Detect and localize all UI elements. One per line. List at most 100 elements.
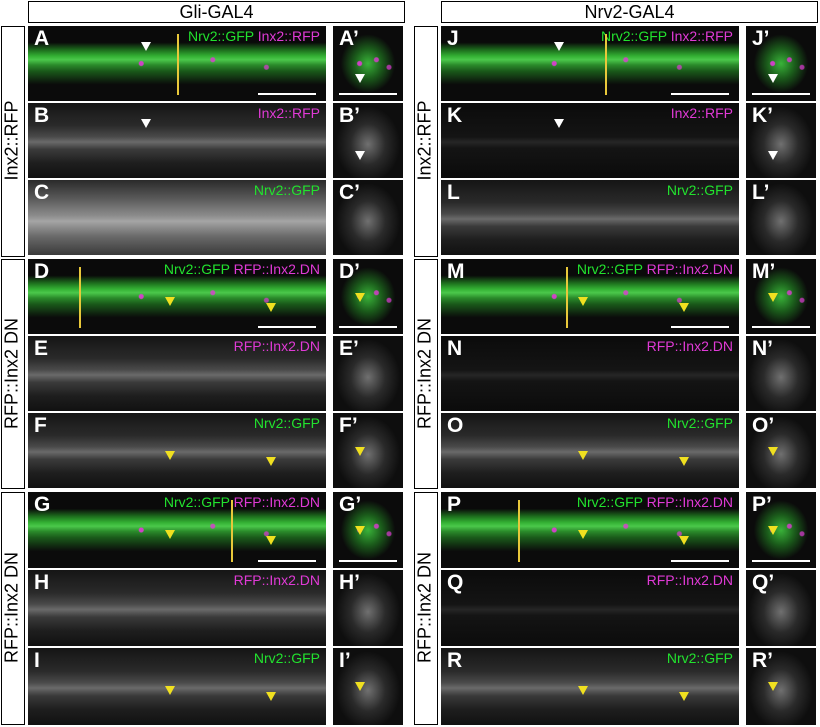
panel-letter: D’: [339, 260, 360, 283]
panel-d: D Nrv2::GFP RFP::Inx2.DN: [28, 259, 326, 334]
panel-letter: E: [34, 337, 49, 360]
magenta-puncta: [333, 492, 403, 568]
side-label-box: [1, 492, 25, 725]
channel-caption: RFP::Inx2.DN: [234, 572, 320, 588]
caption-magenta-channel: Inx2::RFP: [670, 28, 733, 44]
panel-h2: H’: [333, 570, 403, 646]
caption-green-channel: Nrv2::GFP: [187, 28, 254, 44]
panel-letter: G’: [339, 493, 362, 516]
section-position-line: [231, 500, 233, 562]
yellow-arrowhead-marker: [266, 457, 276, 466]
micrograph-image: [746, 570, 816, 646]
micrograph-image: [28, 103, 326, 178]
panel-a2: A’: [333, 26, 403, 101]
scale-bar: [671, 93, 729, 95]
micrograph-image: [441, 336, 739, 411]
row-label: RFP::Inx2 DN: [414, 551, 435, 664]
panel-k: K Inx2::RFP: [441, 103, 739, 178]
panel-b: B Inx2::RFP: [28, 103, 326, 178]
channel-caption: Nrv2::GFP Inx2::RFP: [601, 28, 733, 44]
caption-magenta-channel: RFP::Inx2.DN: [646, 572, 733, 588]
panel-letter: H’: [339, 571, 360, 594]
panel-j: J Nrv2::GFP Inx2::RFP: [441, 26, 739, 101]
panel-letter: K: [447, 104, 463, 127]
channel-caption: Inx2::RFP: [258, 105, 320, 121]
panel-a: A Nrv2::GFP Inx2::RFP: [28, 26, 326, 101]
panel-p2: P’: [746, 492, 816, 568]
panel-letter: F: [34, 414, 47, 437]
panel-m2: M’: [746, 259, 816, 334]
panel-letter: Q: [447, 571, 464, 594]
channel-caption: Nrv2::GFP: [254, 415, 320, 431]
panel-f2: F’: [333, 413, 403, 488]
panel-letter: R’: [752, 649, 773, 672]
caption-magenta-channel: Inx2::RFP: [257, 28, 320, 44]
panel-d2: D’: [333, 259, 403, 334]
micrograph-image: [441, 648, 739, 725]
caption-magenta-channel: RFP::Inx2.DN: [233, 261, 320, 277]
yellow-arrowhead-marker: [679, 303, 689, 312]
micrograph-image: [28, 413, 326, 488]
scale-bar: [339, 560, 397, 562]
scale-bar: [671, 326, 729, 328]
panel-i2: I’: [333, 648, 403, 725]
panel-letter: I’: [339, 649, 351, 672]
panel-c2: C’: [333, 180, 403, 255]
micrograph-image: [28, 336, 326, 411]
micrograph-image: [333, 570, 403, 646]
micrograph-image: [746, 336, 816, 411]
micrograph-image: [746, 103, 816, 178]
channel-caption: Nrv2::GFP: [667, 415, 733, 431]
caption-green-channel: Nrv2::GFP: [600, 28, 667, 44]
panel-c: C Nrv2::GFP: [28, 180, 326, 255]
yellow-arrowhead-marker: [679, 536, 689, 545]
section-position-line: [79, 267, 81, 328]
micrograph-image: [28, 648, 326, 725]
panel-b2: B’: [333, 103, 403, 178]
yellow-arrowhead-marker: [768, 526, 778, 535]
panel-q2: Q’: [746, 570, 816, 646]
micrograph-image: [28, 570, 326, 646]
panel-f: F Nrv2::GFP: [28, 413, 326, 488]
caption-green-channel: Nrv2::GFP: [253, 415, 320, 431]
panel-letter: C’: [339, 181, 360, 204]
scale-bar: [258, 326, 316, 328]
magenta-puncta: [28, 492, 326, 568]
yellow-arrowhead-marker: [165, 530, 175, 539]
channel-caption: Nrv2::GFP RFP::Inx2.DN: [164, 494, 320, 510]
caption-green-channel: Nrv2::GFP: [253, 182, 320, 198]
panel-r: R Nrv2::GFP: [441, 648, 739, 725]
micrograph-image: [333, 336, 403, 411]
panel-e2: E’: [333, 336, 403, 411]
scale-bar: [339, 326, 397, 328]
magenta-puncta: [441, 492, 739, 568]
micrograph-image: [746, 413, 816, 488]
panel-letter: H: [34, 571, 50, 594]
scale-bar: [339, 93, 397, 95]
panel-o: O Nrv2::GFP: [441, 413, 739, 488]
section-position-line: [177, 34, 179, 95]
yellow-arrowhead-marker: [355, 682, 365, 691]
channel-caption: Nrv2::GFP RFP::Inx2.DN: [577, 261, 733, 277]
side-label-box: [414, 492, 438, 725]
white-arrowhead-marker: [141, 119, 151, 128]
panel-letter: L’: [752, 181, 770, 204]
yellow-arrowhead-marker: [578, 686, 588, 695]
panel-letter: J: [447, 27, 459, 50]
panel-n2: N’: [746, 336, 816, 411]
yellow-arrowhead-marker: [266, 692, 276, 701]
panel-letter: L: [447, 181, 460, 204]
micrograph-image: [441, 103, 739, 178]
white-arrowhead-marker: [355, 74, 365, 83]
side-label-box: [414, 259, 438, 489]
panel-letter: I: [34, 649, 40, 672]
panel-q: Q RFP::Inx2.DN: [441, 570, 739, 646]
panel-p: P Nrv2::GFP RFP::Inx2.DN: [441, 492, 739, 568]
scale-bar: [258, 560, 316, 562]
micrograph-image: [441, 570, 739, 646]
section-position-line: [518, 500, 520, 562]
header-gli-gal4: Gli-GAL4: [28, 1, 405, 23]
scale-bar: [752, 93, 810, 95]
panel-letter: B: [34, 104, 50, 127]
magenta-puncta: [441, 259, 739, 334]
